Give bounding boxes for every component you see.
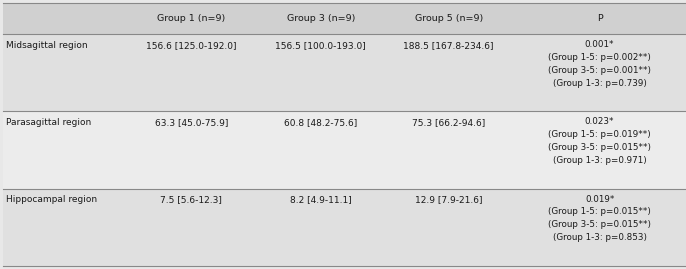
Text: (Group 1-3: p=0.971): (Group 1-3: p=0.971)	[553, 156, 646, 165]
Text: Group 3 (n=9): Group 3 (n=9)	[287, 14, 355, 23]
Text: (Group 1-5: p=0.015**): (Group 1-5: p=0.015**)	[548, 207, 651, 217]
Text: (Group 3-5: p=0.001**): (Group 3-5: p=0.001**)	[548, 66, 651, 75]
Text: 156.5 [100.0-193.0]: 156.5 [100.0-193.0]	[275, 41, 366, 50]
Text: 0.023*: 0.023*	[584, 117, 615, 126]
Bar	[3, 189, 686, 266]
Text: Group 1 (n=9): Group 1 (n=9)	[157, 14, 226, 23]
Text: 63.3 [45.0-75.9]: 63.3 [45.0-75.9]	[155, 118, 228, 127]
Text: 188.5 [167.8-234.6]: 188.5 [167.8-234.6]	[403, 41, 494, 50]
Text: (Group 1-5: p=0.002**): (Group 1-5: p=0.002**)	[548, 53, 651, 62]
Text: 0.019*: 0.019*	[585, 194, 614, 204]
Bar	[3, 111, 686, 189]
Text: P: P	[597, 14, 602, 23]
Text: (Group 3-5: p=0.015**): (Group 3-5: p=0.015**)	[548, 220, 651, 229]
Text: 156.6 [125.0-192.0]: 156.6 [125.0-192.0]	[146, 41, 237, 50]
Text: (Group 1-3: p=0.739): (Group 1-3: p=0.739)	[553, 79, 646, 88]
Text: 7.5 [5.6-12.3]: 7.5 [5.6-12.3]	[161, 195, 222, 204]
Text: (Group 1-5: p=0.019**): (Group 1-5: p=0.019**)	[548, 130, 651, 139]
Bar	[3, 3, 686, 34]
Text: 0.001*: 0.001*	[584, 40, 615, 49]
Text: Midsagittal region: Midsagittal region	[6, 41, 88, 50]
Text: Hippocampal region: Hippocampal region	[6, 195, 97, 204]
Text: 60.8 [48.2-75.6]: 60.8 [48.2-75.6]	[284, 118, 357, 127]
Text: Parasagittal region: Parasagittal region	[6, 118, 91, 127]
Text: 75.3 [66.2-94.6]: 75.3 [66.2-94.6]	[412, 118, 485, 127]
Text: 8.2 [4.9-11.1]: 8.2 [4.9-11.1]	[289, 195, 352, 204]
Text: Group 5 (n=9): Group 5 (n=9)	[414, 14, 483, 23]
Text: (Group 3-5: p=0.015**): (Group 3-5: p=0.015**)	[548, 143, 651, 152]
Bar	[3, 34, 686, 111]
Text: 12.9 [7.9-21.6]: 12.9 [7.9-21.6]	[415, 195, 482, 204]
Text: (Group 1-3: p=0.853): (Group 1-3: p=0.853)	[552, 233, 647, 242]
